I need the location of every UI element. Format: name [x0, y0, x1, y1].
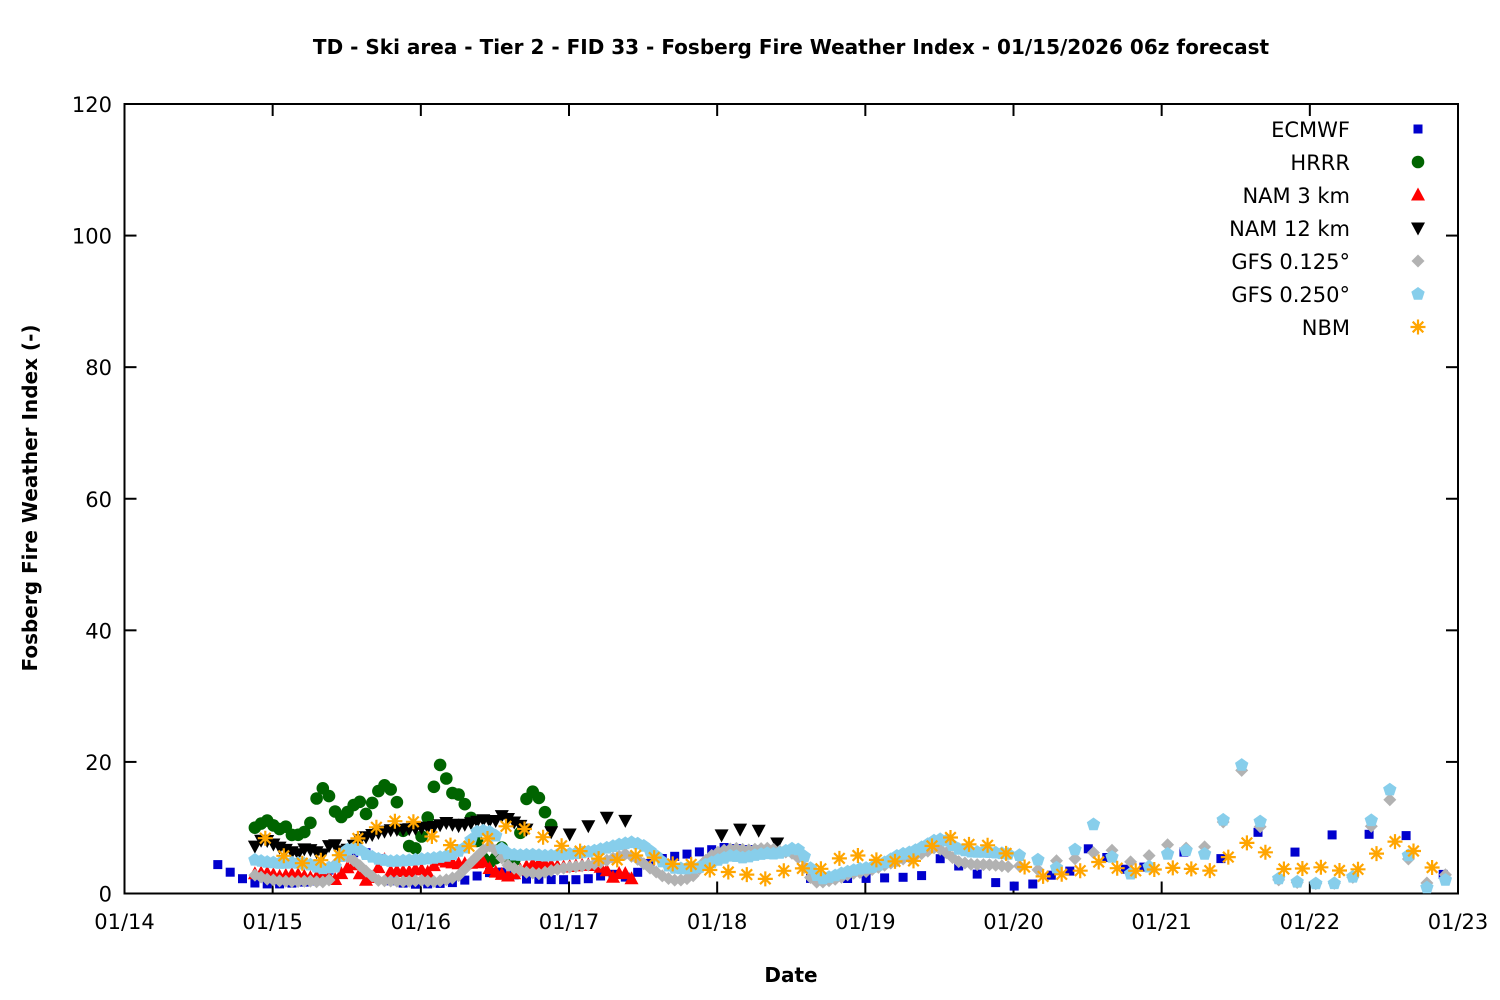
x-tick-label: 01/14 — [94, 910, 155, 934]
plot-frame — [123, 103, 1459, 895]
x-axis-ticks: 01/14 01/15 01/16 01/17 01/18 01/19 01/20 01/21… — [94, 105, 1488, 934]
legend-item-nam-3-km: NAM 3 km — [1242, 184, 1425, 208]
x-tick-label: 01/16 — [391, 910, 452, 934]
y-tick-label: 60 — [85, 488, 112, 512]
legend-item-nbm: NBM — [1302, 316, 1426, 340]
y-tick-label: 40 — [85, 619, 112, 643]
legend-label: GFS 0.250° — [1231, 283, 1350, 307]
legend-item-ecmwf: ECMWF — [1271, 118, 1423, 142]
x-tick-label: 01/23 — [1428, 910, 1489, 934]
legend-label: NAM 3 km — [1242, 184, 1350, 208]
legend-marker-triangle-up-icon — [1411, 187, 1425, 201]
x-tick-label: 01/19 — [835, 910, 896, 934]
legend-item-gfs-0-125-: GFS 0.125° — [1231, 250, 1425, 274]
series-nam-12-km — [247, 810, 785, 862]
y-tick-label: 80 — [85, 356, 112, 380]
legend-marker-asterisk-icon — [1410, 319, 1426, 335]
y-tick-label: 0 — [99, 883, 112, 907]
legend-marker-circle-icon — [1411, 155, 1425, 169]
legend-marker-square-icon — [1413, 124, 1423, 134]
x-tick-label: 01/15 — [242, 910, 303, 934]
x-tick-label: 01/18 — [687, 910, 748, 934]
legend-item-hrrr: HRRR — [1290, 151, 1425, 175]
legend-item-gfs-0-250-: GFS 0.250° — [1231, 283, 1425, 307]
legend-label: GFS 0.125° — [1231, 250, 1350, 274]
x-tick-label: 01/20 — [983, 910, 1044, 934]
y-tick-label: 120 — [72, 93, 112, 117]
legend-label: ECMWF — [1271, 118, 1350, 142]
y-tick-label: 100 — [72, 225, 112, 249]
legend-label: NAM 12 km — [1229, 217, 1350, 241]
chart-title: TD - Ski area - Tier 2 - FID 33 - Fosber… — [312, 35, 1270, 59]
x-axis-label: Date — [764, 963, 818, 987]
legend-marker-triangle-down-icon — [1411, 222, 1425, 236]
legend-label: NBM — [1302, 316, 1350, 340]
y-axis-ticks: 0 20 40 60 80 100 120 — [72, 93, 1457, 907]
legend: ECMWF HRRR NAM 3 km NAM 12 km GFS 0.125° GFS … — [1229, 118, 1426, 340]
legend-marker-pentagon-icon — [1411, 287, 1425, 300]
legend-item-nam-12-km: NAM 12 km — [1229, 217, 1425, 241]
series-nbm — [257, 813, 1440, 887]
legend-label: HRRR — [1290, 151, 1350, 175]
y-tick-label: 20 — [85, 751, 112, 775]
x-tick-label: 01/21 — [1131, 910, 1192, 934]
x-tick-label: 01/17 — [539, 910, 600, 934]
x-tick-label: 01/22 — [1280, 910, 1341, 934]
legend-marker-diamond-icon — [1411, 254, 1425, 268]
